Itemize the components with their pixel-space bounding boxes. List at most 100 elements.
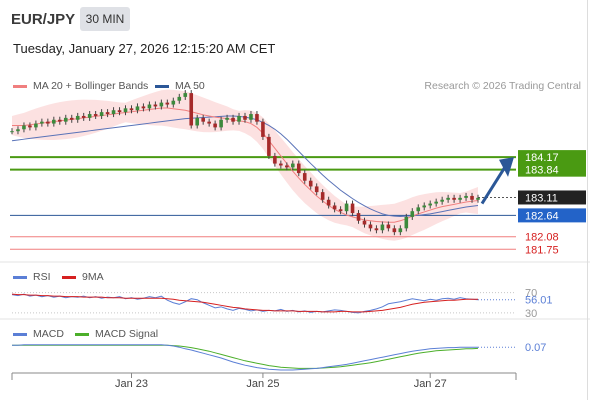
candle-body bbox=[332, 205, 337, 210]
research-credit: Research © 2026 Trading Central bbox=[424, 80, 581, 92]
candle-body bbox=[22, 125, 26, 130]
candle-body bbox=[470, 195, 474, 200]
candle-body bbox=[279, 163, 283, 166]
candle-body bbox=[356, 213, 361, 221]
candle-body bbox=[326, 199, 331, 206]
candle-body bbox=[398, 228, 403, 233]
legend-signal: MACD Signal bbox=[75, 328, 158, 340]
candle-body bbox=[75, 115, 80, 120]
candle-body bbox=[267, 136, 271, 156]
candle-body bbox=[249, 114, 253, 120]
rsi-label: 56.01 bbox=[525, 295, 553, 307]
candle-body bbox=[165, 102, 170, 105]
legend-macd-label: MACD bbox=[33, 328, 64, 340]
price-label: 184.17 bbox=[525, 152, 559, 164]
interval-button[interactable]: 30 MIN bbox=[80, 7, 130, 31]
x-axis-tick-label: Jan 27 bbox=[414, 378, 447, 390]
macd-line bbox=[12, 344, 478, 371]
candle-body bbox=[63, 117, 68, 122]
candle-body bbox=[255, 114, 259, 122]
candle-body bbox=[296, 163, 301, 174]
legend-ma20-label: MA 20 + Bollinger Bands bbox=[33, 80, 149, 92]
datetime-label: Tuesday, January 27, 2026 12:15:20 AM CE… bbox=[13, 41, 276, 56]
legend-ma9-swatch bbox=[62, 275, 76, 279]
candle-body bbox=[46, 121, 50, 124]
candle-body bbox=[141, 106, 146, 109]
legend-ma20-swatch bbox=[13, 84, 27, 88]
candle-body bbox=[129, 108, 134, 111]
legend-macd: MACD bbox=[13, 328, 64, 340]
price-label-box bbox=[518, 162, 586, 177]
candle-body bbox=[237, 115, 241, 122]
candle-body bbox=[189, 93, 194, 126]
candle-body bbox=[416, 207, 421, 212]
candle-body bbox=[374, 228, 379, 231]
candle-body bbox=[52, 119, 56, 124]
rsi-line bbox=[11, 293, 479, 314]
x-axis-tick-label: Jan 23 bbox=[115, 378, 148, 390]
candle-body bbox=[464, 195, 468, 198]
candle-body bbox=[135, 106, 140, 111]
candle-body bbox=[452, 197, 456, 200]
candle-body bbox=[117, 110, 122, 113]
candle-body bbox=[16, 129, 20, 132]
candle-body bbox=[40, 121, 44, 124]
candle-body bbox=[69, 117, 74, 120]
candle-body bbox=[28, 125, 32, 128]
candle-body bbox=[159, 102, 164, 107]
candle-body bbox=[183, 93, 188, 97]
candle-body bbox=[458, 197, 462, 200]
price-label: 181.75 bbox=[525, 244, 559, 256]
symbol-title: EUR/JPY bbox=[11, 11, 76, 28]
candle-body bbox=[243, 115, 247, 120]
candle-body bbox=[380, 224, 385, 231]
price-label-box bbox=[518, 190, 586, 205]
candle-body bbox=[99, 112, 104, 116]
legend-macd-swatch bbox=[13, 332, 27, 336]
candle-body bbox=[207, 121, 211, 124]
candle-body bbox=[213, 123, 217, 128]
legend-ma50: MA 50 bbox=[155, 80, 205, 92]
candle-body bbox=[105, 112, 110, 115]
candle-body bbox=[231, 117, 235, 122]
legend-ma50-swatch bbox=[155, 84, 169, 88]
candle-body bbox=[392, 228, 397, 233]
candle-body bbox=[362, 220, 367, 225]
candle-body bbox=[446, 197, 450, 200]
candle-body bbox=[404, 216, 409, 229]
rsi-label: 70 bbox=[525, 288, 537, 300]
candle-body bbox=[177, 96, 182, 101]
x-axis-tick-label: Jan 25 bbox=[246, 378, 279, 390]
price-label: 182.08 bbox=[525, 232, 559, 244]
candle-body bbox=[195, 117, 200, 126]
candle-body bbox=[476, 197, 480, 200]
candle-body bbox=[201, 117, 205, 122]
candle-body bbox=[225, 117, 229, 120]
legend-signal-label: MACD Signal bbox=[95, 328, 159, 340]
candle-body bbox=[123, 108, 128, 113]
candle-body bbox=[147, 104, 152, 109]
price-label: 183.84 bbox=[525, 165, 559, 177]
forecast-arrow-shaft bbox=[480, 164, 508, 205]
price-label: 183.11 bbox=[525, 192, 558, 204]
candle-body bbox=[440, 199, 444, 202]
legend-signal-swatch bbox=[75, 332, 89, 336]
legend-ma9-label: 9MA bbox=[82, 271, 104, 283]
rsi-ma9-line bbox=[11, 293, 478, 313]
legend-ma50-label: MA 50 bbox=[175, 80, 205, 92]
candle-body bbox=[10, 131, 14, 133]
candle-body bbox=[34, 123, 38, 128]
candle-body bbox=[285, 165, 289, 168]
candle-body bbox=[434, 201, 438, 204]
candle-body bbox=[273, 155, 277, 164]
candle-body bbox=[314, 186, 319, 193]
candle-body bbox=[219, 119, 223, 128]
candle-body bbox=[410, 211, 415, 217]
candle-body bbox=[93, 114, 98, 116]
candle-body bbox=[344, 203, 349, 212]
legend-rsi-label: RSI bbox=[33, 271, 51, 283]
candle-body bbox=[308, 180, 313, 187]
candle-body bbox=[368, 224, 373, 229]
candle-body bbox=[338, 209, 343, 212]
candle-body bbox=[428, 203, 433, 206]
